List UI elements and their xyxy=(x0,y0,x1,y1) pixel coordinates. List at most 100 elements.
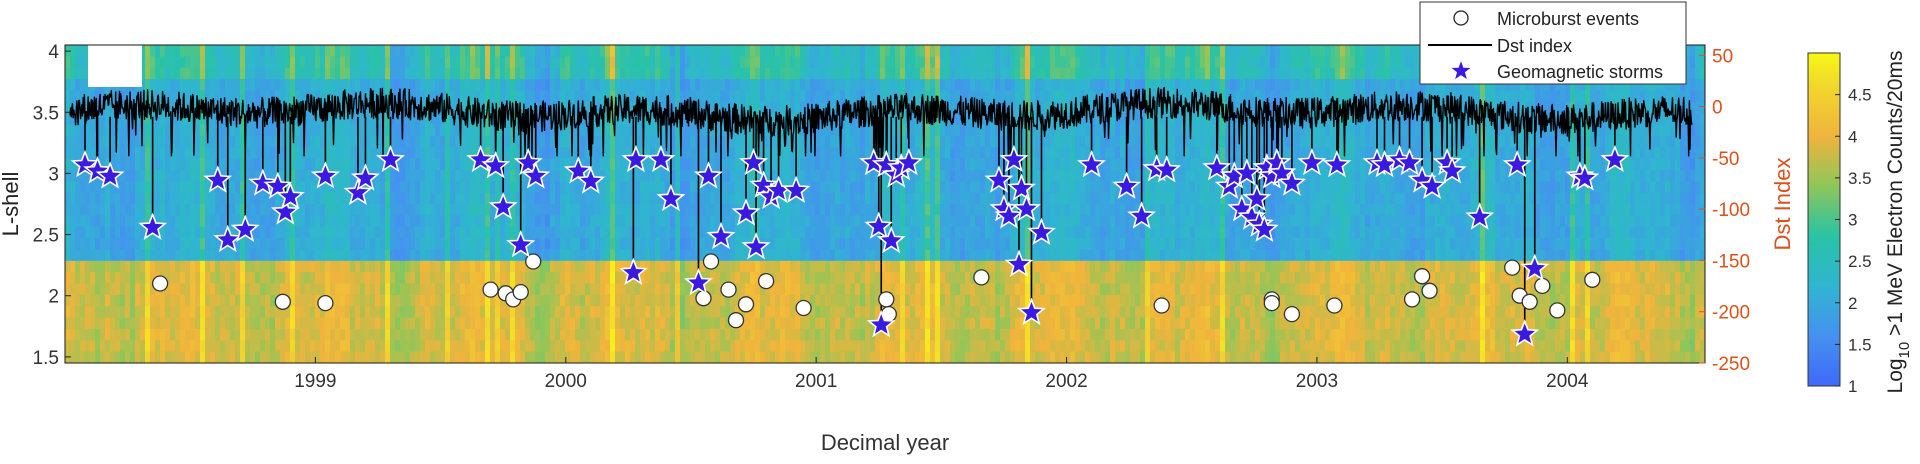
geomagnetic-storm-star xyxy=(781,175,811,203)
microburst-event xyxy=(274,293,291,310)
colorbar xyxy=(1807,52,1841,387)
geomagnetic-storm-star xyxy=(138,212,168,240)
geomagnetic-storm-star xyxy=(1510,319,1540,347)
geomagnetic-storm-star xyxy=(1077,149,1107,178)
colorbar-tick-label: 3 xyxy=(1848,211,1857,230)
y-left-tick-label: 2.5 xyxy=(33,226,59,247)
y-axis-left: 1.5 2 2.5 3 3.5 4 xyxy=(33,42,71,369)
geomagnetic-storm-star xyxy=(984,165,1014,193)
geomagnetic-storm-star xyxy=(621,144,651,173)
geomagnetic-storm-star xyxy=(83,155,112,184)
geomagnetic-storm-star xyxy=(213,224,243,253)
geomagnetic-storm-star xyxy=(270,196,300,225)
microburst-event xyxy=(1263,294,1280,312)
y-axis-left-label: L-shell xyxy=(0,172,23,237)
y-right-tick-label: -250 xyxy=(1712,354,1750,375)
legend-storm-marker xyxy=(1447,56,1475,83)
geomagnetic-storm-star xyxy=(1202,152,1232,181)
geomagnetic-storm-star xyxy=(1112,171,1142,199)
geomagnetic-storm-star xyxy=(999,144,1029,173)
y-right-tick-label: -50 xyxy=(1712,149,1739,170)
legend-microburst-label: Microburst events xyxy=(1497,9,1639,29)
geomagnetic-storm-star xyxy=(618,257,648,285)
geomagnetic-storm-star xyxy=(375,144,406,173)
microburst-event xyxy=(795,299,812,317)
microburst-event xyxy=(1504,259,1521,276)
x-tick-label: 2001 xyxy=(795,371,837,392)
x-tick-label: 2004 xyxy=(1546,371,1589,392)
geomagnetic-storm-star xyxy=(1297,147,1327,176)
microburst-event xyxy=(482,281,499,298)
microburst-event xyxy=(525,253,542,270)
corner-label-mask xyxy=(88,45,142,87)
geomagnetic-storm-star xyxy=(706,221,736,250)
microburst-event xyxy=(1326,297,1343,314)
y-right-tick-label: -200 xyxy=(1712,303,1750,324)
geomagnetic-storm-star xyxy=(513,147,543,176)
y-left-tick-label: 1.5 xyxy=(33,348,59,369)
microburst-event xyxy=(695,290,712,307)
geomagnetic-storm-star xyxy=(1520,253,1550,281)
dst-index-line xyxy=(69,86,1693,157)
geomagnetic-storm-star xyxy=(1127,201,1157,229)
microburst-event xyxy=(1584,271,1601,288)
geomagnetic-storm-star xyxy=(343,177,373,205)
storm-markers xyxy=(70,144,1630,347)
geomagnetic-storm-star xyxy=(275,181,305,210)
y-right-tick-label: 50 xyxy=(1712,46,1733,67)
microburst-event xyxy=(151,275,169,292)
colorbar-tick-label: 1 xyxy=(1848,377,1857,396)
legend-microburst-marker xyxy=(1453,10,1469,26)
geomagnetic-storm-star xyxy=(864,211,894,239)
x-axis: 1999 2000 2001 2002 2003 2004 xyxy=(294,357,1589,392)
geomagnetic-storm-star xyxy=(866,309,896,338)
microburst-event xyxy=(1283,305,1301,323)
geomagnetic-storm-star xyxy=(894,147,924,176)
geomagnetic-storm-star xyxy=(1570,163,1600,191)
microburst-event xyxy=(512,283,529,301)
geomagnetic-storm-star xyxy=(248,168,278,196)
geomagnetic-storm-star xyxy=(310,161,340,189)
colorbar-tick-label: 2 xyxy=(1848,294,1857,313)
geomagnetic-storm-star xyxy=(1152,154,1182,183)
colorbar-label: Log10 >1 MeV Electron Counts/20ms xyxy=(1884,51,1913,394)
colorbar-tick-label: 4 xyxy=(1848,127,1857,146)
geomagnetic-storm-star xyxy=(1004,249,1034,277)
geomagnetic-storm-star xyxy=(1437,156,1467,184)
geomagnetic-storm-star xyxy=(1012,193,1041,222)
geomagnetic-storm-star xyxy=(1322,149,1352,178)
geomagnetic-storm-star xyxy=(1395,147,1424,176)
microburst-event xyxy=(317,294,334,312)
geomagnetic-storm-star xyxy=(351,163,380,191)
y-left-tick-label: 3.5 xyxy=(33,103,59,124)
geomagnetic-storm-star xyxy=(749,170,778,198)
y-axis-right: -250 -200 -150 -100 -50 0 50 xyxy=(1699,46,1750,375)
x-tick-label: 1999 xyxy=(294,371,336,392)
geomagnetic-storm-star xyxy=(481,150,511,179)
x-tick-label: 2003 xyxy=(1296,371,1338,392)
legend-dst-label: Dst index xyxy=(1497,36,1572,56)
geomagnetic-storm-star xyxy=(683,267,713,296)
legend: Microburst events Dst index Geomagnetic … xyxy=(1419,1,1687,85)
microburst-event xyxy=(1403,291,1421,308)
y-right-tick-label: -100 xyxy=(1712,200,1750,221)
geomagnetic-storm-star xyxy=(1465,202,1495,230)
geomagnetic-storm-star xyxy=(656,183,686,212)
y-right-tick-label: 0 xyxy=(1712,98,1723,119)
geomagnetic-storm-star xyxy=(693,161,723,189)
y-left-tick-label: 2 xyxy=(48,287,59,308)
geomagnetic-storm-star xyxy=(876,225,906,254)
geomagnetic-storm-star xyxy=(1017,297,1046,326)
y-left-tick-label: 4 xyxy=(48,42,59,63)
x-tick-label: 2000 xyxy=(545,371,587,392)
geomagnetic-storm-star xyxy=(1277,168,1307,196)
geomagnetic-storm-star xyxy=(1006,173,1036,201)
plot-area xyxy=(64,44,1706,364)
geomagnetic-storm-star xyxy=(1417,171,1447,199)
geomagnetic-storm-star xyxy=(1242,183,1272,212)
geomagnetic-storm-star xyxy=(1600,144,1630,173)
colorbar-tick-label: 1.5 xyxy=(1848,335,1872,354)
microburst-event xyxy=(1549,302,1566,319)
geomagnetic-storm-star xyxy=(506,229,536,258)
